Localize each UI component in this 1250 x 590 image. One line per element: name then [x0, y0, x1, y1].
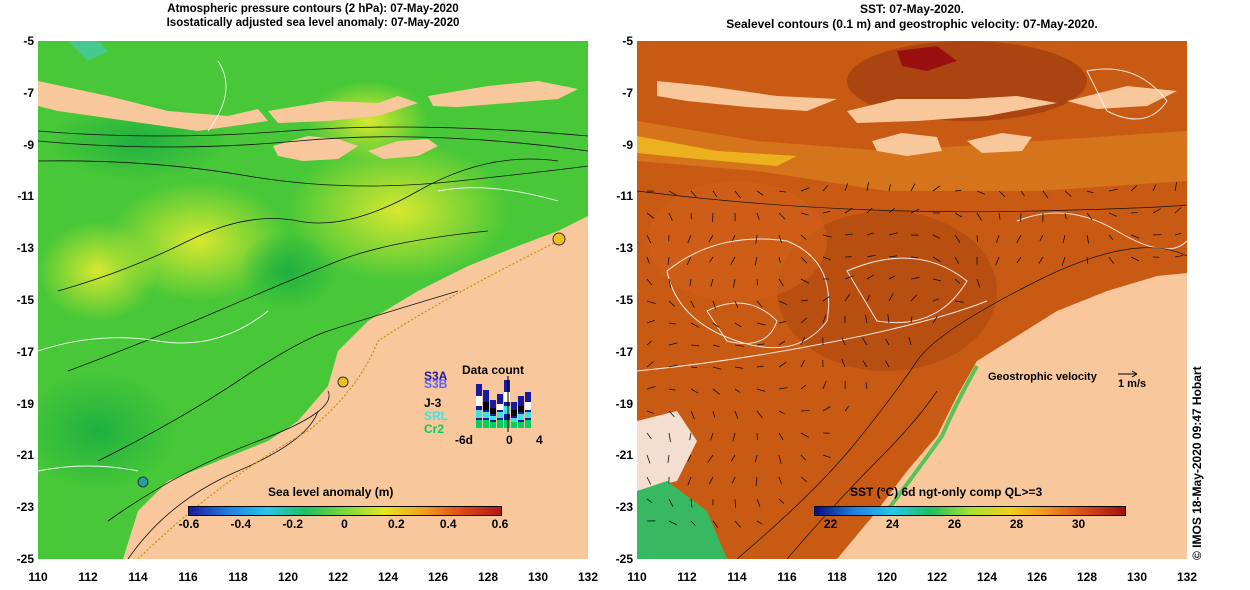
right-colorbar — [814, 506, 1126, 516]
right-lon-tick: 118 — [827, 570, 847, 584]
right-title-line1: SST: 07-May-2020. — [859, 2, 965, 16]
left-colorbar-title: Sea level anomaly (m) — [268, 485, 394, 499]
right-lon-tick: 124 — [976, 570, 998, 584]
data-count-tick-start: -6d — [455, 433, 473, 447]
velocity-arrows — [646, 182, 1184, 529]
credit-text: © IMOS 18-May-2020 09:47 Hobart — [1190, 366, 1204, 560]
left-title-line2: Isostatically adjusted sea level anomaly… — [166, 17, 460, 29]
mission-srl: SRL — [424, 409, 448, 423]
right-lon-tick: 128 — [1076, 570, 1098, 584]
right-title-line2: Sealevel contours (0.1 m) and geostrophi… — [726, 17, 1098, 31]
left-lon-tick: 130 — [527, 570, 549, 584]
left-colorbar-tick: 0 — [341, 517, 348, 531]
left-lat-tick: -5 — [23, 34, 34, 48]
data-count-tick-end: 4 — [536, 433, 543, 447]
right-lon-tick: 132 — [1176, 570, 1198, 584]
sea-level-anomaly-map[interactable] — [38, 41, 588, 559]
left-lon-tick: 124 — [377, 570, 399, 584]
left-lon-tick: 132 — [577, 570, 599, 584]
left-lat-tick: -15 — [16, 293, 34, 307]
right-colorbar-tick: 30 — [1071, 517, 1086, 531]
left-lat-tick: -23 — [16, 500, 34, 515]
right-lon-tick: 110 — [627, 570, 647, 584]
left-colorbar-tick: -0.6 — [178, 517, 200, 531]
right-colorbar-title: SST (°C) 6d ngt-only comp QL>=3 — [850, 485, 1043, 499]
velocity-scale-label: 1 m/s — [1118, 378, 1147, 390]
left-lat-tick: -21 — [16, 448, 34, 463]
left-title-line1: Atmospheric pressure contours (2 hPa): 0… — [167, 3, 459, 15]
right-lat-tick: -9 — [622, 137, 633, 152]
left-lat-tick: -7 — [23, 85, 34, 100]
right-lon-tick: 122 — [926, 570, 948, 584]
left-colorbar-tick: 0.6 — [491, 517, 509, 531]
sst-map[interactable] — [637, 41, 1187, 559]
data-count-bar-group — [476, 376, 531, 432]
left-lon-tick: 118 — [228, 570, 248, 584]
left-lon-tick: 128 — [477, 570, 499, 584]
left-lat-tick: -11 — [17, 189, 34, 204]
left-colorbar-tick: 0.2 — [387, 517, 405, 531]
right-lat-tick: -5 — [622, 34, 633, 48]
left-colorbar — [188, 506, 502, 516]
velocity-scale-arrow — [1118, 370, 1138, 378]
left-lon-tick: 112 — [78, 570, 98, 584]
right-map-title: SST: 07-May-2020. Sealevel contours (0.1… — [637, 2, 1187, 32]
left-colorbar-tick: -0.2 — [282, 517, 303, 531]
right-colorbar-tick: 24 — [885, 517, 900, 531]
geostrophic-velocity-label: Geostrophic velocity — [988, 371, 1097, 383]
sst-map-svg — [637, 41, 1187, 559]
sea-level-anomaly-map-svg — [38, 41, 588, 559]
left-lat-tick: -17 — [16, 344, 34, 359]
right-lon-tick: 116 — [777, 570, 797, 584]
right-lat-tick: -11 — [616, 189, 633, 204]
left-lat-tick: -25 — [16, 552, 34, 566]
right-lat-tick: -21 — [615, 448, 633, 463]
right-lon-tick: 130 — [1126, 570, 1148, 584]
left-colorbar-tick: -0.4 — [230, 517, 252, 531]
right-lon-tick: 112 — [677, 570, 697, 584]
mission-j3: J-3 — [424, 396, 442, 410]
right-lat-tick: -19 — [615, 396, 633, 411]
right-lat-tick: -25 — [615, 552, 633, 566]
left-lon-tick: 120 — [277, 570, 299, 584]
right-lat-tick: -17 — [615, 344, 633, 359]
right-colorbar-tick: 22 — [823, 517, 838, 531]
mission-s3a: S3A — [424, 369, 448, 383]
right-lon-tick: 120 — [876, 570, 898, 584]
left-lon-tick: 114 — [128, 570, 148, 584]
right-colorbar-tick: 26 — [947, 517, 962, 531]
left-map-title: Atmospheric pressure contours (2 hPa): 0… — [38, 2, 588, 30]
left-lat-tick: -9 — [23, 137, 34, 152]
left-lon-tick: 126 — [427, 570, 449, 584]
left-lon-tick: 116 — [178, 570, 198, 584]
right-lon-tick: 126 — [1026, 570, 1048, 584]
right-colorbar-tick: 28 — [1009, 517, 1024, 531]
left-lon-tick: 110 — [28, 570, 48, 584]
mission-cr2: Cr2 — [424, 422, 445, 436]
right-lat-tick: -13 — [615, 241, 633, 256]
data-count-title: Data count — [462, 363, 525, 377]
right-lat-tick: -23 — [615, 500, 633, 515]
data-count-bars — [476, 376, 531, 432]
left-lat-tick: -19 — [16, 396, 34, 411]
left-lon-tick: 122 — [327, 570, 349, 584]
left-lat-tick: -13 — [16, 241, 34, 256]
right-lat-tick: -15 — [615, 293, 633, 307]
right-lat-tick: -7 — [622, 85, 633, 100]
data-count-tick-zero: 0 — [506, 433, 513, 447]
right-lon-tick: 114 — [727, 570, 747, 584]
mission-s3b: S3B — [424, 377, 448, 391]
left-colorbar-tick: 0.4 — [439, 517, 457, 531]
